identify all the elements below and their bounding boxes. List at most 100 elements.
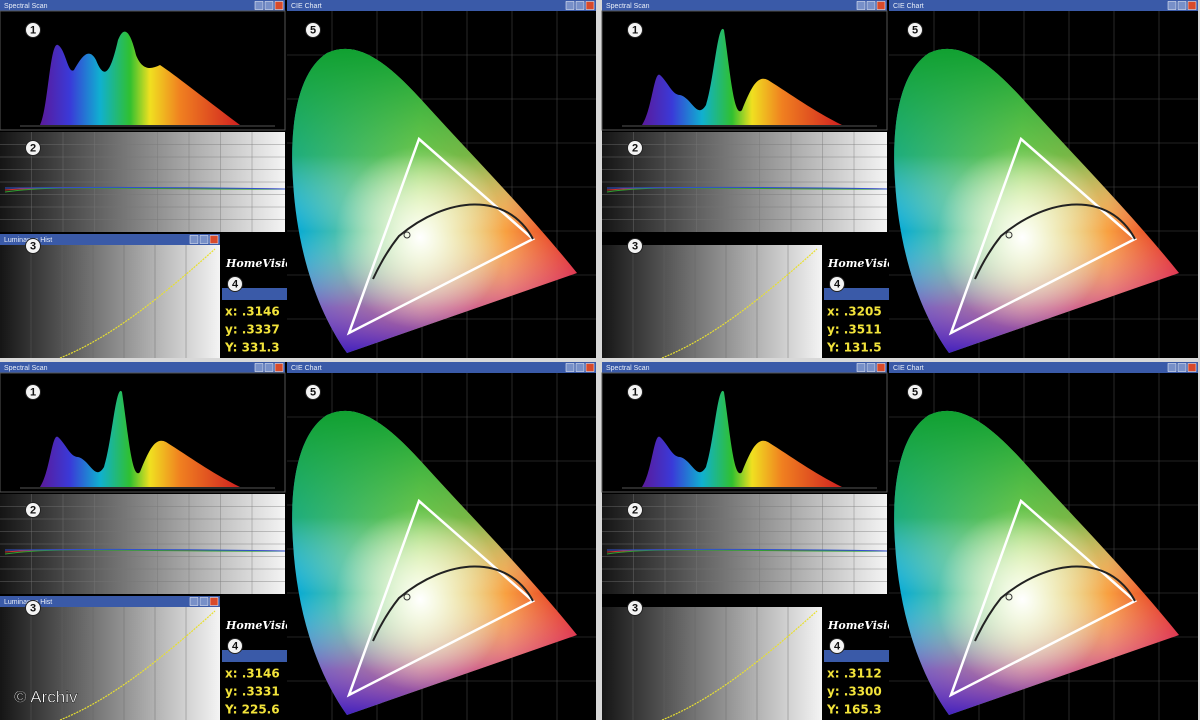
window-button [1177,1,1187,10]
readout-value: y: .3337 [225,323,280,337]
marker-number: 3 [30,240,36,252]
marker-number: 1 [30,24,36,36]
close-button [876,1,886,10]
rgb-balance-line [606,186,888,190]
title-bar [889,362,1198,373]
luminance-plot [0,607,220,720]
homevision-logo: HomeVision [225,619,301,632]
marker-circle [25,238,41,254]
cie-gamut [894,410,1179,715]
planckian-locus [974,203,1136,280]
marker-circle [25,600,41,616]
homevision-logo: HomeVision [827,619,903,632]
marker-number: 2 [30,142,36,154]
window-button [189,235,199,244]
readout-box [824,662,887,720]
title-bar [287,362,596,373]
close-button [274,1,284,10]
marker-circle [829,276,845,292]
marker-circle [227,276,243,292]
readout-value: Y: 225.6 [224,703,280,717]
readout-value: y: .3331 [225,685,280,699]
luminance-curve [661,610,818,720]
marker-circle [627,502,643,518]
marker-number: 1 [632,386,638,398]
cie-chart [287,373,596,720]
title-bar [889,0,1198,11]
gamut-triangle [948,498,1138,698]
close-button [585,1,595,10]
marker-number: 1 [632,24,638,36]
marker-circle [305,22,321,38]
window-title: CIE Chart [291,365,322,372]
title-bar [602,362,887,373]
readout-value: Y: 165.3 [826,703,882,717]
marker-number: 2 [632,504,638,516]
marker-number: 5 [310,386,316,398]
luminance-plot [602,607,822,720]
marker-circle [227,638,243,654]
marker-circle [627,600,643,616]
white-point [403,593,411,601]
white-point [1005,231,1013,239]
window-button [856,363,866,372]
planckian-locus [372,565,534,642]
marker-number: 4 [834,640,841,652]
title-bar [0,362,285,373]
marker-number: 3 [632,602,638,614]
marker-number: 5 [310,24,316,36]
close-button [209,235,219,244]
marker-circle [25,22,41,38]
readout-value: x: .3205 [827,305,882,319]
homevision-logo: HomeVision [827,257,903,270]
white-point [1005,593,1013,601]
white-point [403,231,411,239]
readout-box [222,662,285,720]
marker-number: 5 [912,386,918,398]
window-button [575,363,585,372]
readout-value: y: .3511 [827,323,882,337]
rgb-balance-line [4,186,286,190]
window-title: CIE Chart [893,365,924,372]
rgb-balance-line [4,548,286,552]
title-bar [0,0,285,11]
close-button [585,363,595,372]
marker-circle [25,140,41,156]
planckian-locus [974,565,1136,642]
window-button [1177,363,1187,372]
window-button [1167,363,1177,372]
measurement-panel: Spectral Scan HomeVision x: .3205 y: .3511 Y… [601,0,1198,359]
readout-value: x: .3146 [225,305,280,319]
window-button [254,363,264,372]
marker-circle [305,384,321,400]
window-button [565,1,575,10]
cie-gamut [292,48,577,354]
marker-circle [25,502,41,518]
measurement-panel: Spectral Scan HomeVision x: .3112 y: .3300 Y… [601,362,1198,720]
gamut-triangle [346,498,536,698]
window-title: CIE Chart [893,3,924,10]
credit: © Archiv [14,687,78,706]
gamut-triangle [948,136,1138,336]
marker-circle [907,22,923,38]
readout-value: y: .3300 [827,685,882,699]
close-button [209,597,219,606]
title-bar [0,596,220,607]
marker-number: 4 [232,640,239,652]
cie-gamut [894,48,1179,354]
marker-circle [627,384,643,400]
marker-circle [907,384,923,400]
marker-number: 3 [30,602,36,614]
luminance-plot [0,245,220,358]
readout-value: Y: 331.3 [224,341,280,355]
title-bar [602,0,887,11]
marker-number: 1 [30,386,36,398]
window-title: Spectral Scan [606,365,650,372]
title-bar [287,0,596,11]
homevision-logo: HomeVision [225,257,301,270]
marker-number: 3 [632,240,638,252]
marker-number: 4 [834,278,841,290]
